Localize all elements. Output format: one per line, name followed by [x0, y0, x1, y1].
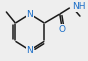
Text: O: O — [59, 25, 66, 34]
Text: NH: NH — [72, 2, 85, 11]
Text: N: N — [26, 10, 33, 19]
Text: N: N — [26, 46, 33, 55]
